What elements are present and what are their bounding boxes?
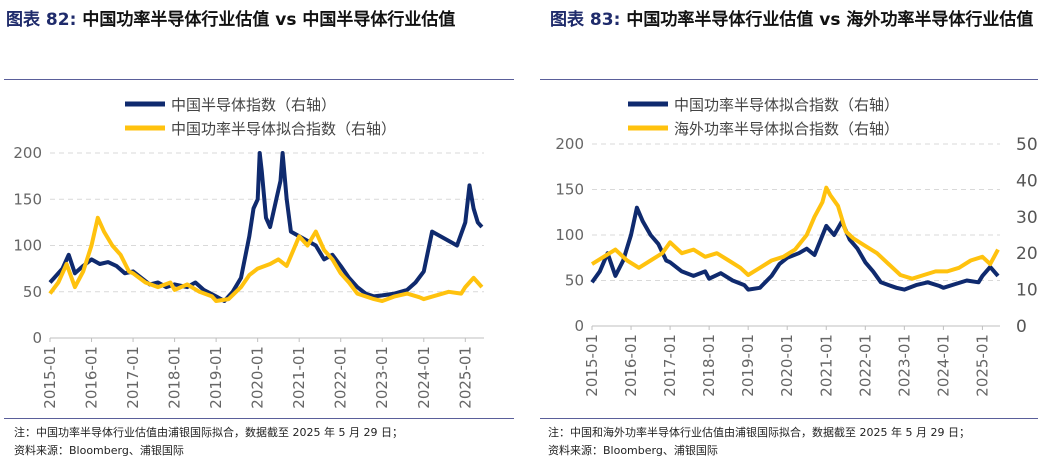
- x-tick-label: 2016-01: [622, 334, 640, 397]
- legend-label-2: 海外功率半导体拟合指数（右轴）: [674, 120, 899, 138]
- x-tick-label: 2024-01: [415, 346, 433, 409]
- y2-tick-label: 30: [1016, 208, 1038, 228]
- series-line-2: [48, 215, 484, 303]
- figure-caption-left: 中国功率半导体行业估值 vs 中国半导体行业估值: [82, 10, 456, 30]
- x-tick-label: 2018-01: [166, 346, 184, 409]
- x-tick-label: 2019-01: [207, 346, 225, 409]
- y2-tick-label: 40: [1016, 171, 1038, 191]
- footer-divider-left: [4, 418, 514, 419]
- footnote-right: 注：中国和海外功率半导体行业估值由浦银国际拟合，数据截至 2025 年 5 月 …: [548, 424, 1042, 460]
- x-tick-label: 2020-01: [249, 346, 267, 409]
- x-tick-label: 2025-01: [973, 334, 991, 397]
- x-tick-label: 2016-01: [83, 346, 101, 409]
- x-tick-label: 2021-01: [290, 346, 308, 409]
- title-divider-right: [540, 79, 1038, 80]
- footnote-source-right: 资料来源：Bloomberg、浦银国际: [548, 444, 718, 457]
- x-tick-label: 2022-01: [332, 346, 350, 409]
- y-tick-label: 50: [23, 283, 42, 301]
- y2-tick-label: 10: [1016, 281, 1038, 301]
- footnote-note-left: 注：中国功率半导体行业估值由浦银国际拟合，数据截至 2025 年 5 月 29 …: [14, 426, 403, 439]
- series-line-1: [48, 151, 484, 303]
- x-tick-label: 2023-01: [373, 346, 391, 409]
- x-tick-label: 2015-01: [41, 346, 59, 409]
- footnote-source-left: 资料来源：Bloomberg、浦银国际: [14, 444, 184, 457]
- y-tick-label: 200: [555, 135, 584, 153]
- legend-label-2: 中国功率半导体拟合指数（右轴）: [171, 120, 396, 138]
- footer-divider-right: [540, 418, 1038, 419]
- legend-label-1: 中国半导体指数（右轴）: [171, 96, 336, 114]
- y-tick-label: 0: [574, 317, 584, 335]
- x-tick-label: 2020-01: [778, 334, 796, 397]
- y-tick-label: 0: [32, 329, 42, 347]
- y-tick-label: 100: [555, 226, 584, 244]
- figure-number-right: 图表 83:: [550, 10, 621, 30]
- footnote-left: 注：中国功率半导体行业估值由浦银国际拟合，数据截至 2025 年 5 月 29 …: [14, 424, 514, 460]
- series-line-2: [590, 185, 1000, 281]
- x-tick-label: 2017-01: [124, 346, 142, 409]
- chart-2: 0 50 100 150 200 0 10 20 30 40 50 2015-01 2016-01 201…: [555, 96, 1037, 397]
- x-tick-label: 2019-01: [739, 334, 757, 397]
- x-tick-label: 2018-01: [700, 334, 718, 397]
- title-divider-left: [4, 79, 514, 80]
- chart-title-right: 图表 83: 中国功率半导体行业估值 vs 海外功率半导体行业估值: [550, 6, 1040, 34]
- x-tick-label: 2021-01: [817, 334, 835, 397]
- y-tick-label: 150: [555, 181, 584, 199]
- y-tick-label: 150: [13, 190, 42, 208]
- x-tick-label: 2017-01: [661, 334, 679, 397]
- footnote-note-right: 注：中国和海外功率半导体行业估值由浦银国际拟合，数据截至 2025 年 5 月 …: [548, 426, 970, 439]
- series-line-1: [590, 205, 1000, 292]
- legend-label-1: 中国功率半导体拟合指数（右轴）: [674, 96, 899, 114]
- figure-caption-right: 中国功率半导体行业估值 vs 海外功率半导体行业估值: [626, 10, 1034, 30]
- y2-tick-label: 50: [1016, 135, 1038, 155]
- x-tick-label: 2023-01: [895, 334, 913, 397]
- x-tick-label: 2015-01: [583, 334, 601, 397]
- y-tick-label: 200: [13, 144, 42, 162]
- x-tick-label: 2025-01: [456, 346, 474, 409]
- chart-1: 0 50 100 150 200 2015-01 2016-01 2017-01 2018-01…: [13, 96, 484, 409]
- y2-tick-label: 20: [1016, 244, 1038, 264]
- figure-number-left: 图表 82:: [6, 10, 77, 30]
- y-tick-label: 50: [565, 272, 584, 290]
- x-tick-label: 2022-01: [856, 334, 874, 397]
- x-tick-label: 2024-01: [934, 334, 952, 397]
- y2-tick-label: 0: [1016, 317, 1027, 337]
- y-tick-label: 100: [13, 237, 42, 255]
- chart-title-left: 图表 82: 中国功率半导体行业估值 vs 中国半导体行业估值: [6, 6, 511, 34]
